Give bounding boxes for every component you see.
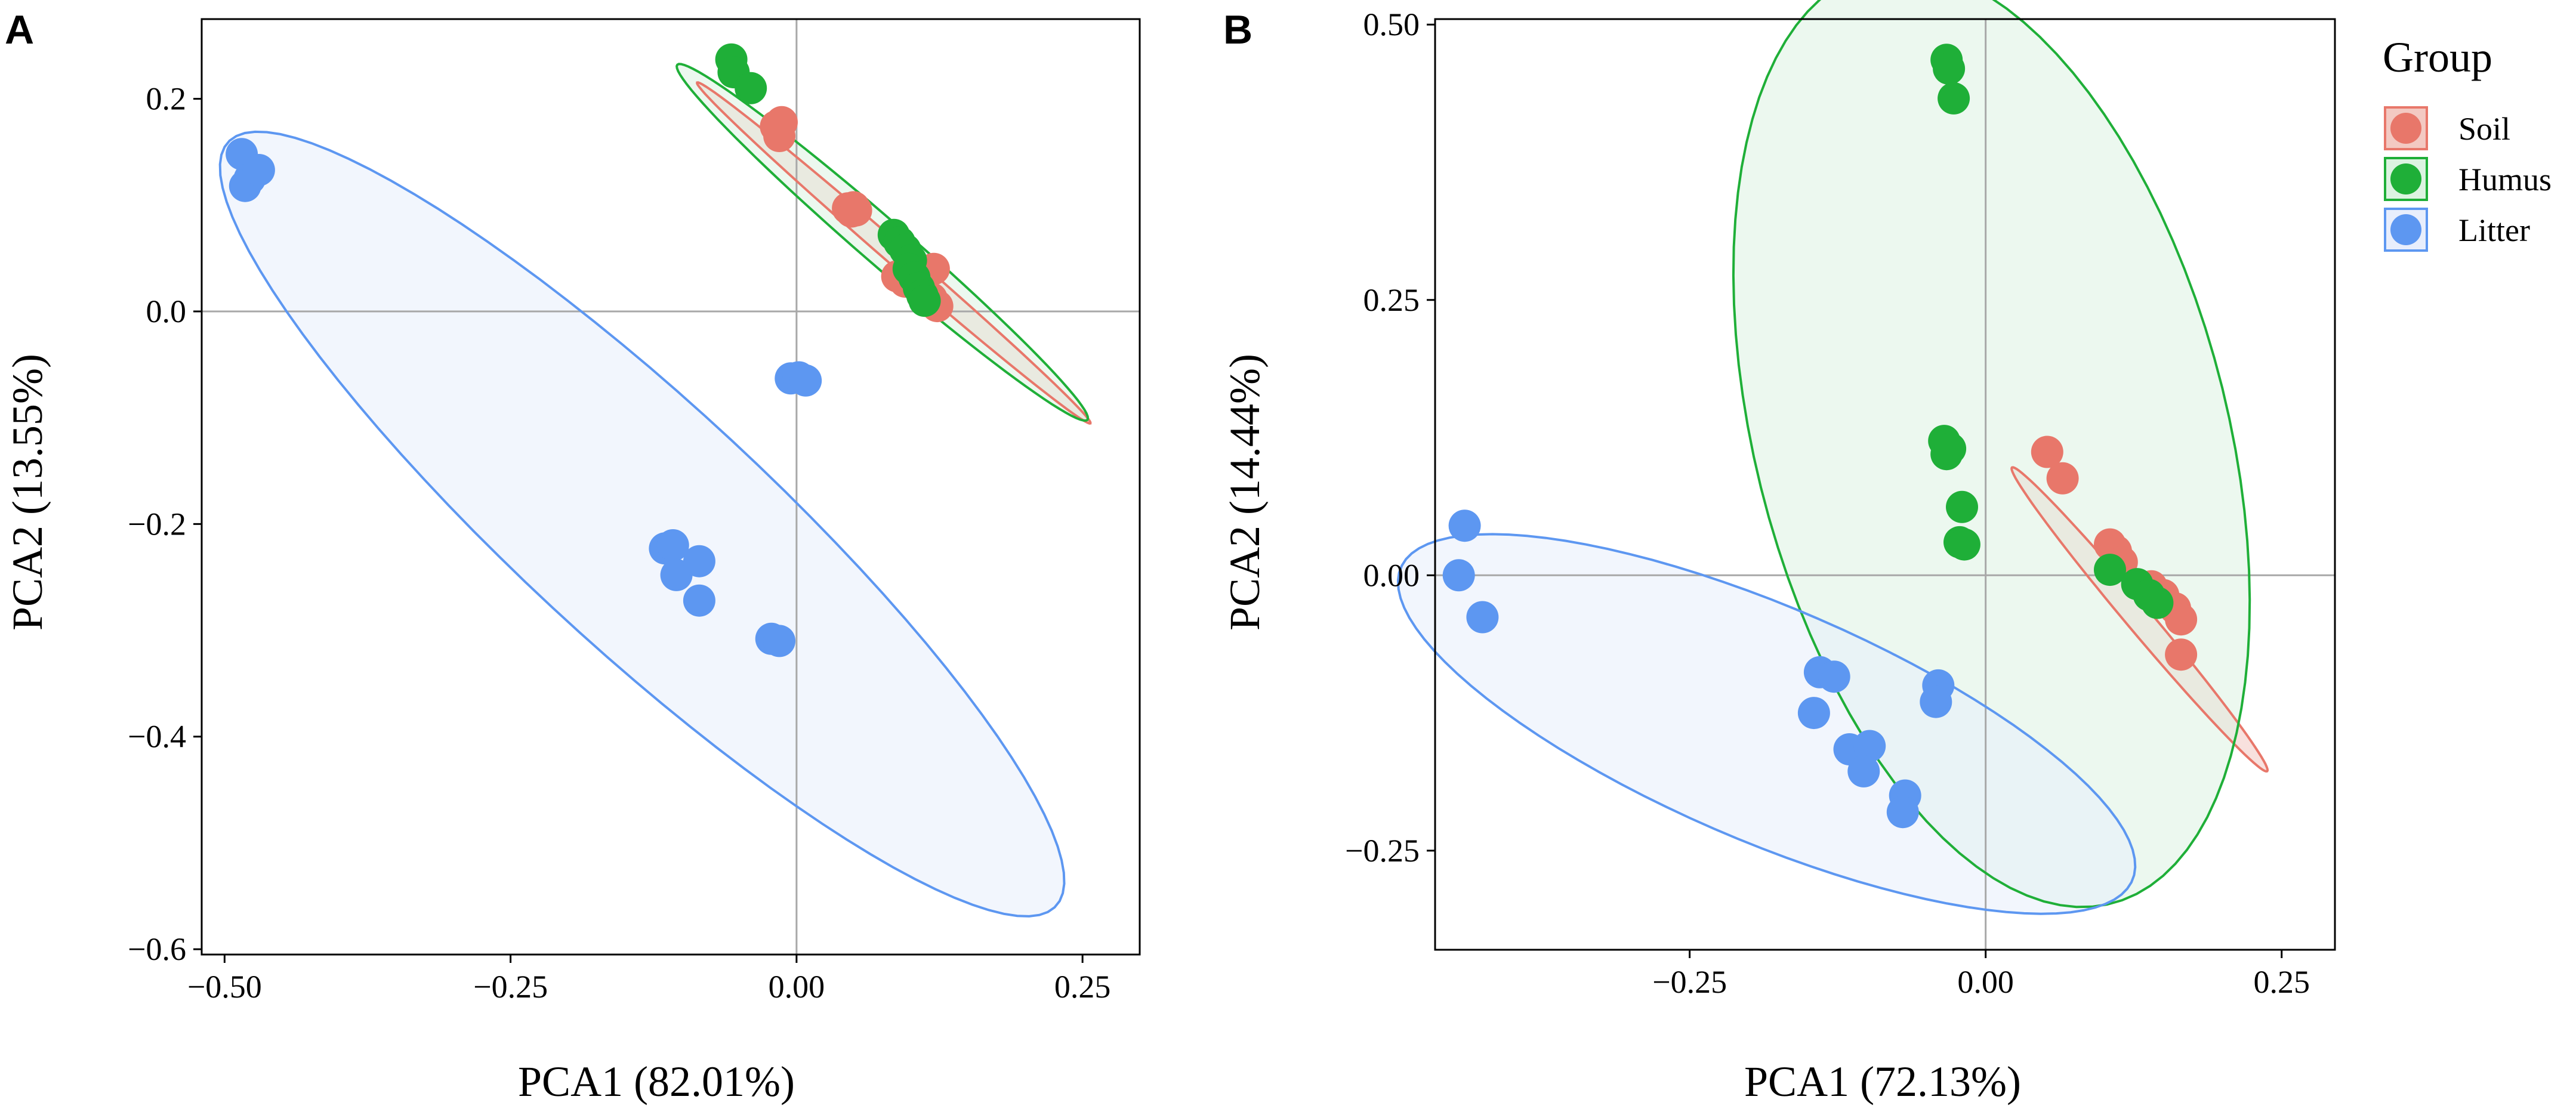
point-litter-a-13 — [763, 625, 796, 657]
y-axis-title-b: PCA2 (14.44%) — [1221, 354, 1269, 631]
x-tick-label-b-0: −0.25 — [1652, 964, 1727, 1000]
ellipse-outline-litter-b — [1396, 533, 2137, 915]
point-soil-b-1 — [2046, 462, 2079, 495]
point-litter-a-8 — [656, 529, 689, 561]
point-litter-b-10 — [1886, 796, 1919, 829]
legend-label-soil: Soil — [2458, 111, 2510, 147]
ellipse-outline-humus-a — [675, 63, 1090, 422]
x-tick-label-a-3: 0.25 — [1054, 969, 1111, 1005]
plot-frame-a — [200, 18, 1141, 956]
x-axis-title-a: PCA1 (82.01%) — [518, 1058, 795, 1105]
x-tick-label-a-1: −0.25 — [473, 969, 548, 1005]
point-litter-a-11 — [683, 584, 715, 617]
panel-a: −0.50 −0.25 0.00 0.25 0.2 0.0 −0.2 −0.4 −0.6 — [128, 18, 1141, 1005]
x-tick-label-a-0: −0.50 — [187, 969, 262, 1005]
y-tick-label-b-3: −0.25 — [1345, 833, 1420, 869]
panel-label-b: B — [1223, 7, 1252, 52]
y-tick-label-a-1: 0.0 — [146, 294, 187, 329]
point-humus-b-5 — [1934, 433, 1967, 465]
point-soil-b-9 — [2165, 638, 2198, 671]
x-tick-label-b-1: 0.00 — [1957, 964, 2014, 1000]
legend-title: Group — [2383, 33, 2492, 81]
ellipse-outline-litter-a — [218, 130, 1066, 918]
point-soil-b-0 — [2031, 436, 2063, 468]
ellipse-outline-humus-b — [1732, 0, 2251, 909]
y-tick-label-a-3: −0.4 — [128, 719, 186, 755]
legend-label-litter: Litter — [2458, 212, 2530, 248]
point-soil-a-6 — [840, 194, 872, 227]
y-tick-label-a-0: 0.2 — [146, 81, 187, 117]
point-litter-b-7 — [1853, 730, 1886, 762]
point-litter-a-10 — [683, 545, 715, 577]
legend-label-humus: Humus — [2458, 162, 2552, 197]
y-tick-label-b-0: 0.50 — [1363, 7, 1420, 42]
point-litter-b-1 — [1442, 559, 1475, 592]
y-tick-label-a-2: −0.2 — [128, 506, 186, 542]
legend-marker-litter — [2390, 214, 2421, 245]
legend-marker-humus — [2390, 163, 2421, 194]
legend-item-soil: Soil — [2384, 106, 2510, 150]
point-soil-b-8 — [2165, 603, 2198, 636]
axis-ticks-b: −0.25 0.00 0.25 0.50 0.25 0.00 −0.25 — [1345, 7, 2310, 1000]
axis-ticks-a: −0.50 −0.25 0.00 0.25 0.2 0.0 −0.2 −0.4 −0.6 — [128, 81, 1110, 1005]
ellipse-fill-litter-b — [1397, 534, 2136, 914]
ellipse-fill-litter-a — [220, 131, 1065, 916]
point-humus-b-1 — [1933, 52, 1966, 85]
ellipse-outline-soil-b — [2010, 466, 2269, 773]
x-tick-label-b-2: 0.25 — [2253, 964, 2310, 1000]
legend-item-humus: Humus — [2384, 157, 2552, 201]
legend: Group Soil Humus Litter — [2383, 33, 2552, 252]
point-humus-a-2 — [735, 72, 767, 104]
point-humus-b-2 — [1938, 82, 1970, 115]
point-humus-b-8 — [1948, 528, 1980, 561]
point-litter-b-8 — [1847, 755, 1880, 787]
point-humus-b-9 — [2094, 554, 2126, 586]
point-humus-a-11 — [908, 285, 941, 317]
y-tick-label-b-2: 0.00 — [1363, 557, 1420, 593]
x-tick-label-a-2: 0.00 — [769, 969, 825, 1005]
x-axis-title-b: PCA1 (72.13%) — [1744, 1058, 2021, 1105]
point-litter-b-4 — [1818, 660, 1850, 693]
legend-item-litter: Litter — [2384, 208, 2530, 252]
point-soil-a-2 — [766, 106, 798, 138]
point-litter-b-2 — [1466, 601, 1499, 634]
panel-b: −0.25 0.00 0.25 0.50 0.25 0.00 −0.25 — [1345, 0, 2336, 1000]
y-axis-title-a: PCA2 (13.55%) — [4, 354, 51, 631]
point-litter-b-5 — [1797, 697, 1830, 730]
point-litter-b-0 — [1448, 509, 1481, 542]
ellipse-outline-soil-a — [696, 81, 1092, 425]
plot-frame-b — [1434, 18, 2336, 951]
plot-area-a — [202, 19, 1140, 955]
y-tick-label-a-4: −0.6 — [128, 931, 186, 967]
y-tick-label-b-1: 0.25 — [1363, 282, 1420, 318]
plot-area-b — [1396, 0, 2335, 950]
point-humus-b-6 — [1946, 490, 1978, 523]
point-humus-b-12 — [2141, 586, 2174, 619]
point-litter-b-12 — [1920, 685, 1952, 718]
legend-marker-soil — [2390, 113, 2421, 144]
panel-label-a: A — [5, 7, 34, 52]
point-litter-a-6 — [789, 364, 822, 397]
point-litter-a-3 — [242, 154, 275, 186]
